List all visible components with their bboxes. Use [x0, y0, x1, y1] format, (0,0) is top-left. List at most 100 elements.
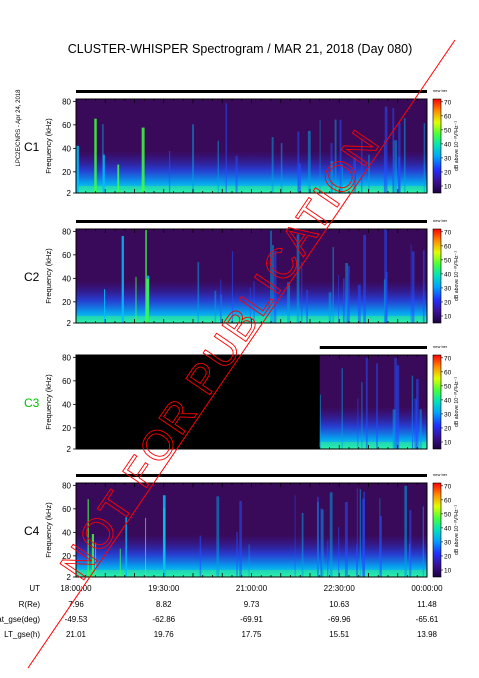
emission-streak [301, 512, 304, 577]
y-tick-label: 20 [62, 552, 71, 561]
emission-streak [392, 409, 396, 449]
y-tick-label: 60 [62, 121, 71, 130]
emission-streak [192, 124, 195, 193]
y-tick-label: 80 [62, 227, 71, 236]
colorbar-tick-label: 30 [444, 411, 452, 418]
ephemeris-value: 8.82 [156, 600, 172, 609]
panel-label-c3: C3 [24, 396, 40, 410]
y-tick-label: 40 [62, 274, 71, 283]
emission-streak [248, 544, 250, 577]
emission-streak [307, 130, 311, 193]
y-axis-label: Frequency (kHz) [44, 502, 53, 558]
y-tick-label: 2 [67, 319, 72, 328]
emission-streak [379, 516, 382, 577]
emission-streak [394, 140, 398, 193]
emission-streak [103, 154, 105, 193]
colorbar [432, 98, 442, 194]
emission-streak [362, 498, 365, 577]
colorbar-label: dB above 10⁻⁸V²Hz⁻¹ [454, 121, 460, 171]
emission-streak [342, 278, 345, 323]
colorbar-label: dB above 10⁻⁸V²Hz⁻¹ [454, 377, 460, 427]
emission-streak [94, 118, 97, 193]
ephemeris-value: 22:30:00 [324, 584, 356, 593]
emission-streak [357, 398, 359, 449]
emission-streak [236, 532, 238, 577]
y-axis-label: Frequency (kHz) [44, 248, 53, 304]
y-tick-label: 2 [67, 573, 72, 582]
emission-streak [119, 548, 121, 577]
coverage-bar [319, 346, 427, 349]
emission-streak [168, 151, 171, 193]
emission-streak [403, 118, 406, 193]
coverage-bar [76, 220, 427, 223]
emission-streak [383, 279, 386, 323]
emission-streak [91, 534, 94, 577]
emission-streak [319, 119, 321, 193]
y-tick-label: 2 [67, 445, 72, 454]
emission-streak [249, 287, 251, 323]
emission-streak [141, 127, 145, 193]
emission-streak [341, 368, 343, 449]
emission-streak [341, 164, 344, 193]
ephemeris-value: 19.76 [154, 630, 175, 639]
colorbar-tick-label: 10 [444, 183, 452, 190]
emission-streak [121, 236, 124, 323]
colorbar-tag: new ber [433, 472, 448, 477]
emission-streak [274, 251, 277, 323]
colorbar-tick-label: 70 [444, 355, 452, 362]
emission-streak [347, 266, 350, 323]
panel-label-c4: C4 [24, 524, 40, 538]
emission-streak [338, 527, 340, 577]
emission-streak [353, 157, 357, 193]
colorbar-tag: new ber [433, 344, 448, 349]
ephemeris-value: -69.91 [240, 615, 263, 624]
coverage-bar [76, 474, 427, 477]
colorbar-tick-label: 70 [444, 483, 452, 490]
emission-streak [197, 262, 200, 323]
ephemeris-value: 18:00:00 [60, 584, 92, 593]
ephemeris-row-label: LT_gse(h) [4, 630, 40, 639]
emission-streak [319, 394, 321, 449]
emission-streak [216, 496, 220, 577]
emission-streak [301, 262, 303, 323]
colorbar-label: dB above 10⁻⁸V²Hz⁻¹ [454, 251, 460, 301]
colorbar-tick-label: 40 [444, 525, 452, 532]
emission-streak [422, 250, 425, 323]
emission-streak [199, 535, 202, 577]
emission-streak [414, 398, 417, 449]
emission-streak [383, 140, 386, 193]
ephemeris-value: 9.73 [244, 600, 260, 609]
ephemeris-row-label: R(Re) [19, 600, 41, 609]
colorbar [432, 482, 442, 578]
ephemeris-row-label: Lat_gse(deg) [0, 615, 40, 624]
emission-streak [361, 382, 363, 449]
y-tick-label: 80 [62, 353, 71, 362]
figure-title: CLUSTER-WHISPER Spectrogram / MAR 21, 20… [68, 42, 413, 56]
emission-streak [419, 409, 422, 449]
emission-streak [117, 164, 120, 193]
ephemeris-value: -62.86 [152, 615, 175, 624]
emission-streak [280, 143, 283, 193]
colorbar-tick-label: 40 [444, 271, 452, 278]
colorbar-label: dB above 10⁻⁸V²Hz⁻¹ [454, 505, 460, 555]
emission-streak [365, 357, 368, 449]
emission-streak [338, 275, 339, 323]
emission-streak [95, 542, 97, 577]
emission-streak [423, 123, 425, 193]
low-frequency-emission [319, 441, 427, 449]
emission-streak [392, 108, 395, 193]
emission-streak [125, 517, 127, 577]
emission-streak [214, 290, 217, 323]
colorbar-tag: new ber [433, 88, 448, 93]
emission-streak [235, 155, 238, 193]
colorbar-tick-label: 60 [444, 497, 452, 504]
emission-streak [225, 103, 227, 193]
colorbar [432, 228, 442, 324]
emission-streak [398, 122, 401, 193]
ephemeris-value: -49.53 [65, 615, 88, 624]
panel-c2: 2 20 40 60 80 Frequency (kHz) C2 new ber 10 20 30 4… [24, 218, 460, 328]
emission-streak [334, 119, 337, 193]
y-tick-label: 40 [62, 528, 71, 537]
emission-streak [104, 289, 106, 323]
emission-streak [361, 140, 363, 193]
